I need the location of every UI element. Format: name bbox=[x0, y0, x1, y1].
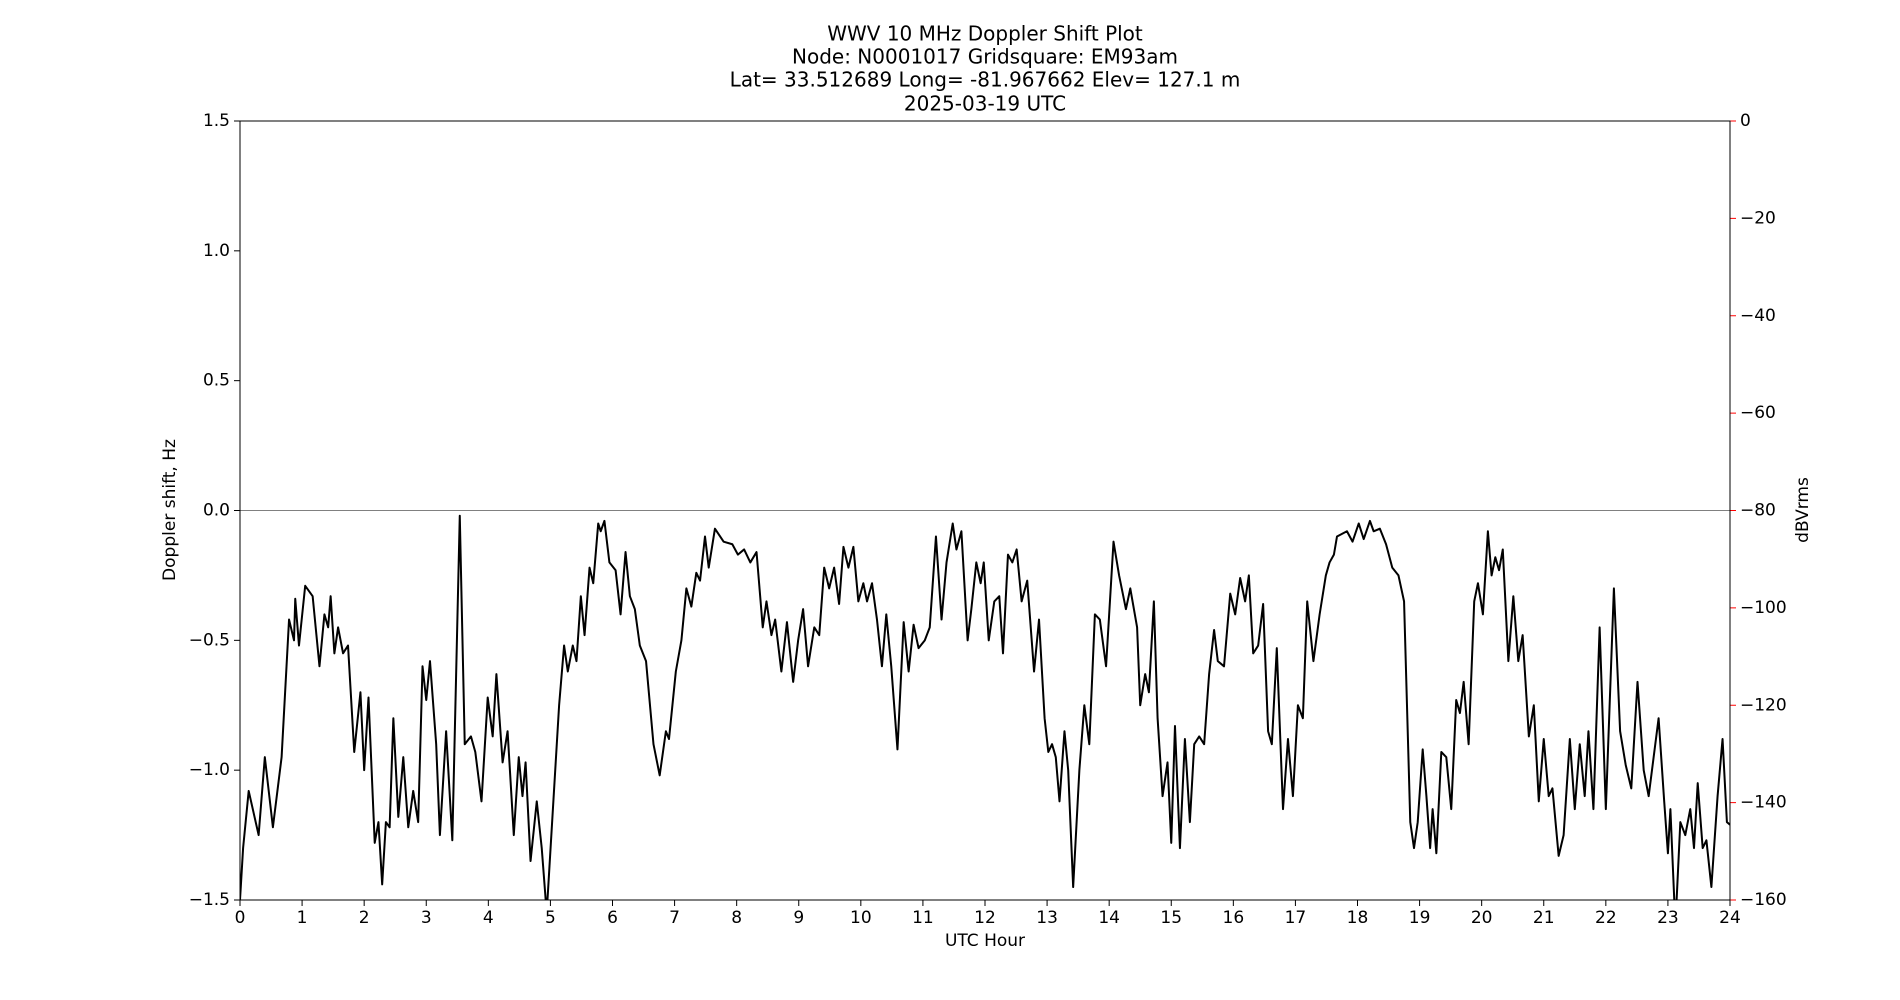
y2-tick-label: −40 bbox=[1740, 306, 1776, 326]
y2-tick-label: −60 bbox=[1740, 403, 1776, 423]
y2-tick-label: −80 bbox=[1740, 501, 1776, 521]
plot-frame bbox=[239, 120, 1731, 901]
x-tick-label: 0 bbox=[235, 908, 246, 928]
y2-tick-label: −160 bbox=[1740, 890, 1787, 910]
x-tick-label: 18 bbox=[1347, 908, 1369, 928]
x-tick-label: 7 bbox=[669, 908, 680, 928]
y2-axis-label: dBVrms bbox=[1793, 477, 1813, 543]
x-tick-label: 12 bbox=[974, 908, 996, 928]
x-tick-label: 3 bbox=[421, 908, 432, 928]
x-tick-label: 6 bbox=[607, 908, 618, 928]
doppler-line bbox=[240, 514, 1730, 900]
y-tick-label: 1.5 bbox=[203, 111, 230, 131]
y2-tick-label: −20 bbox=[1740, 208, 1776, 228]
chart-subtitle: Node: N0001017 Gridsquare: EM93am bbox=[792, 45, 1178, 69]
x-tick-label: 8 bbox=[731, 908, 742, 928]
y2-tick-label: −100 bbox=[1740, 598, 1787, 618]
x-tick-label: 19 bbox=[1409, 908, 1431, 928]
x-tick-label: 17 bbox=[1285, 908, 1307, 928]
x-tick-label: 14 bbox=[1098, 908, 1120, 928]
x-tick-label: 23 bbox=[1657, 908, 1679, 928]
x-tick-label: 4 bbox=[483, 908, 494, 928]
x-tick-label: 10 bbox=[850, 908, 872, 928]
x-tick-label: 11 bbox=[912, 908, 934, 928]
y2-tick-label: −140 bbox=[1740, 793, 1787, 813]
x-tick-label: 9 bbox=[793, 908, 804, 928]
x-tick-label: 5 bbox=[545, 908, 556, 928]
x-tick-label: 21 bbox=[1533, 908, 1555, 928]
x-tick-label: 2 bbox=[359, 908, 370, 928]
y-tick-label: −1.0 bbox=[189, 760, 230, 780]
y-tick-label: 0.5 bbox=[203, 371, 230, 391]
x-tick-label: 1 bbox=[297, 908, 308, 928]
y2-tick-label: −120 bbox=[1740, 695, 1787, 715]
x-tick-label: 22 bbox=[1595, 908, 1617, 928]
x-tick-label: 16 bbox=[1223, 908, 1245, 928]
x-tick-label: 15 bbox=[1160, 908, 1182, 928]
y-tick-label: 0.0 bbox=[203, 501, 230, 521]
y-tick-label: −0.5 bbox=[189, 630, 230, 650]
chart-subtitle: 2025-03-19 UTC bbox=[904, 92, 1066, 116]
y2-tick-label: 0 bbox=[1740, 111, 1751, 131]
y-tick-label: 1.0 bbox=[203, 241, 230, 261]
y-tick-label: −1.5 bbox=[189, 890, 230, 910]
x-tick-label: 24 bbox=[1719, 908, 1741, 928]
x-tick-label: 20 bbox=[1471, 908, 1493, 928]
y-axis-label: Doppler shift, Hz bbox=[160, 439, 180, 581]
x-axis-label: UTC Hour bbox=[945, 931, 1025, 951]
x-tick-label: 13 bbox=[1036, 908, 1058, 928]
chart-subtitle: Lat= 33.512689 Long= -81.967662 Elev= 12… bbox=[730, 68, 1241, 92]
chart-title: WWV 10 MHz Doppler Shift Plot bbox=[827, 22, 1143, 46]
